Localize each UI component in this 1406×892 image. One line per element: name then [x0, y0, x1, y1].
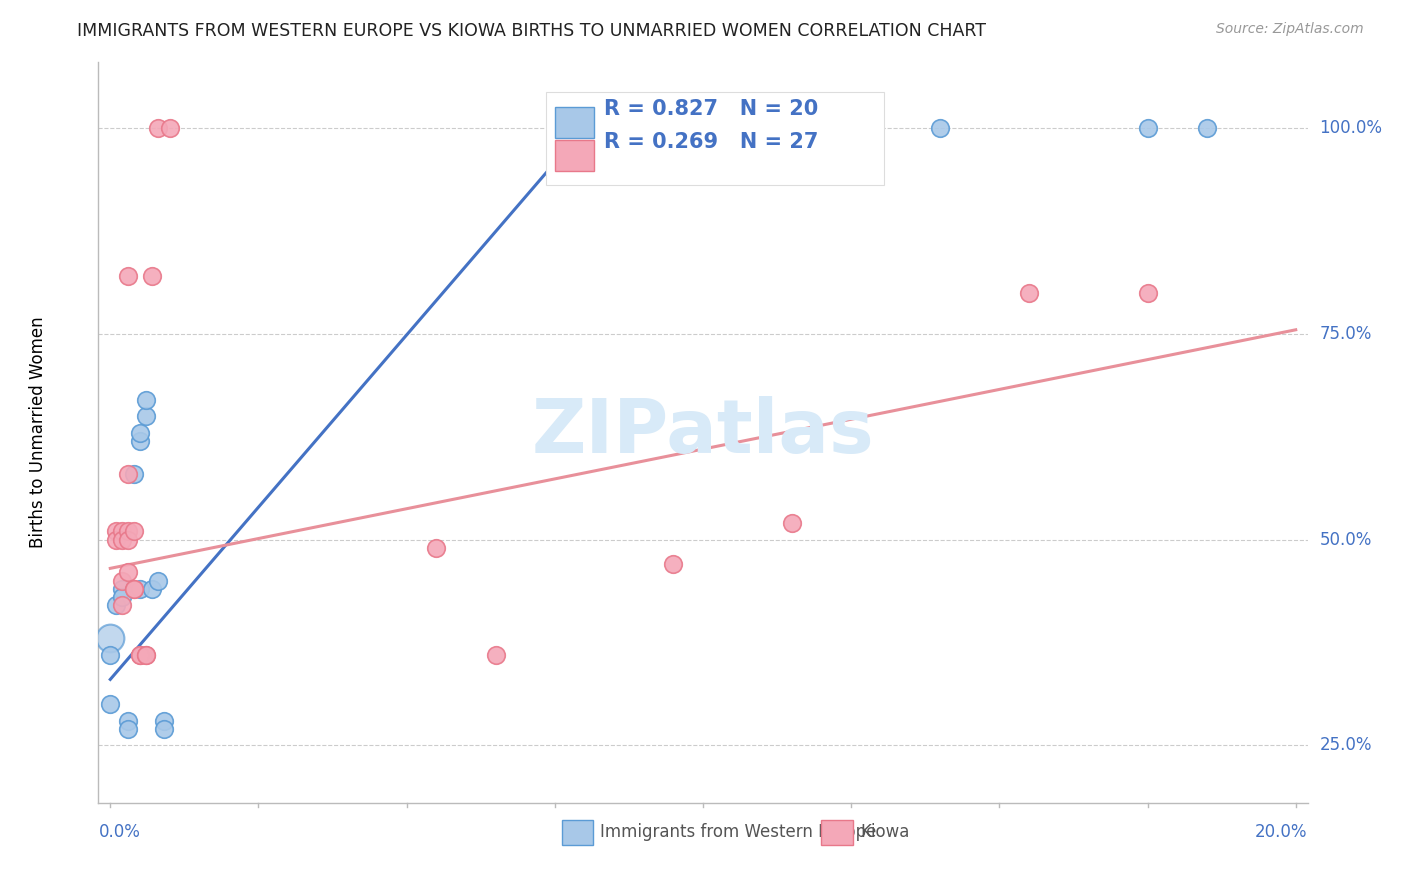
Point [98, 697, 121, 711]
Point [152, 714, 174, 728]
Text: Kiowa: Kiowa [860, 823, 910, 841]
Point [98, 632, 121, 646]
Text: 100.0%: 100.0% [1319, 120, 1382, 137]
Point [1195, 121, 1218, 136]
Point [117, 269, 139, 284]
Point [111, 590, 134, 604]
Point [105, 599, 128, 613]
Point [159, 121, 181, 136]
Point [129, 434, 152, 448]
Point [122, 524, 145, 539]
Point [146, 121, 169, 136]
Point [1018, 285, 1040, 300]
Point [929, 121, 952, 136]
Text: IMMIGRANTS FROM WESTERN EUROPE VS KIOWA BIRTHS TO UNMARRIED WOMEN CORRELATION CH: IMMIGRANTS FROM WESTERN EUROPE VS KIOWA … [77, 22, 987, 40]
Point [98, 648, 121, 662]
Point [122, 582, 145, 596]
Text: R = 0.827   N = 20: R = 0.827 N = 20 [603, 99, 818, 120]
Point [117, 722, 139, 736]
Point [146, 574, 169, 588]
Point [662, 558, 685, 572]
Point [111, 574, 134, 588]
Point [129, 648, 152, 662]
Point [105, 524, 128, 539]
Text: Immigrants from Western Europe: Immigrants from Western Europe [600, 823, 876, 841]
Point [135, 648, 157, 662]
Point [135, 409, 157, 424]
Point [111, 582, 134, 596]
Point [484, 648, 506, 662]
FancyBboxPatch shape [555, 107, 595, 138]
Point [425, 541, 447, 555]
Point [129, 582, 152, 596]
FancyBboxPatch shape [546, 92, 884, 185]
Text: ZIPatlas: ZIPatlas [531, 396, 875, 469]
Point [122, 582, 145, 596]
Point [1136, 285, 1159, 300]
Point [129, 648, 152, 662]
FancyBboxPatch shape [821, 820, 853, 845]
Point [122, 467, 145, 481]
Point [129, 425, 152, 440]
Point [111, 599, 134, 613]
Text: 75.0%: 75.0% [1319, 325, 1372, 343]
Point [117, 566, 139, 580]
Point [117, 467, 139, 481]
Point [117, 533, 139, 547]
Point [152, 722, 174, 736]
Text: 50.0%: 50.0% [1319, 531, 1372, 549]
Text: 0.0%: 0.0% [98, 823, 141, 841]
Point [117, 714, 139, 728]
Text: Births to Unmarried Women: Births to Unmarried Women [30, 317, 46, 549]
Text: 20.0%: 20.0% [1256, 823, 1308, 841]
Point [141, 269, 163, 284]
Point [135, 648, 157, 662]
Point [111, 533, 134, 547]
Point [105, 533, 128, 547]
FancyBboxPatch shape [561, 820, 593, 845]
Point [111, 524, 134, 539]
Point [117, 524, 139, 539]
Text: 25.0%: 25.0% [1319, 736, 1372, 755]
Text: Source: ZipAtlas.com: Source: ZipAtlas.com [1216, 22, 1364, 37]
FancyBboxPatch shape [555, 140, 595, 171]
Point [780, 516, 803, 530]
Point [141, 582, 163, 596]
Point [1136, 121, 1159, 136]
Text: R = 0.269   N = 27: R = 0.269 N = 27 [603, 132, 818, 152]
Point [135, 392, 157, 407]
